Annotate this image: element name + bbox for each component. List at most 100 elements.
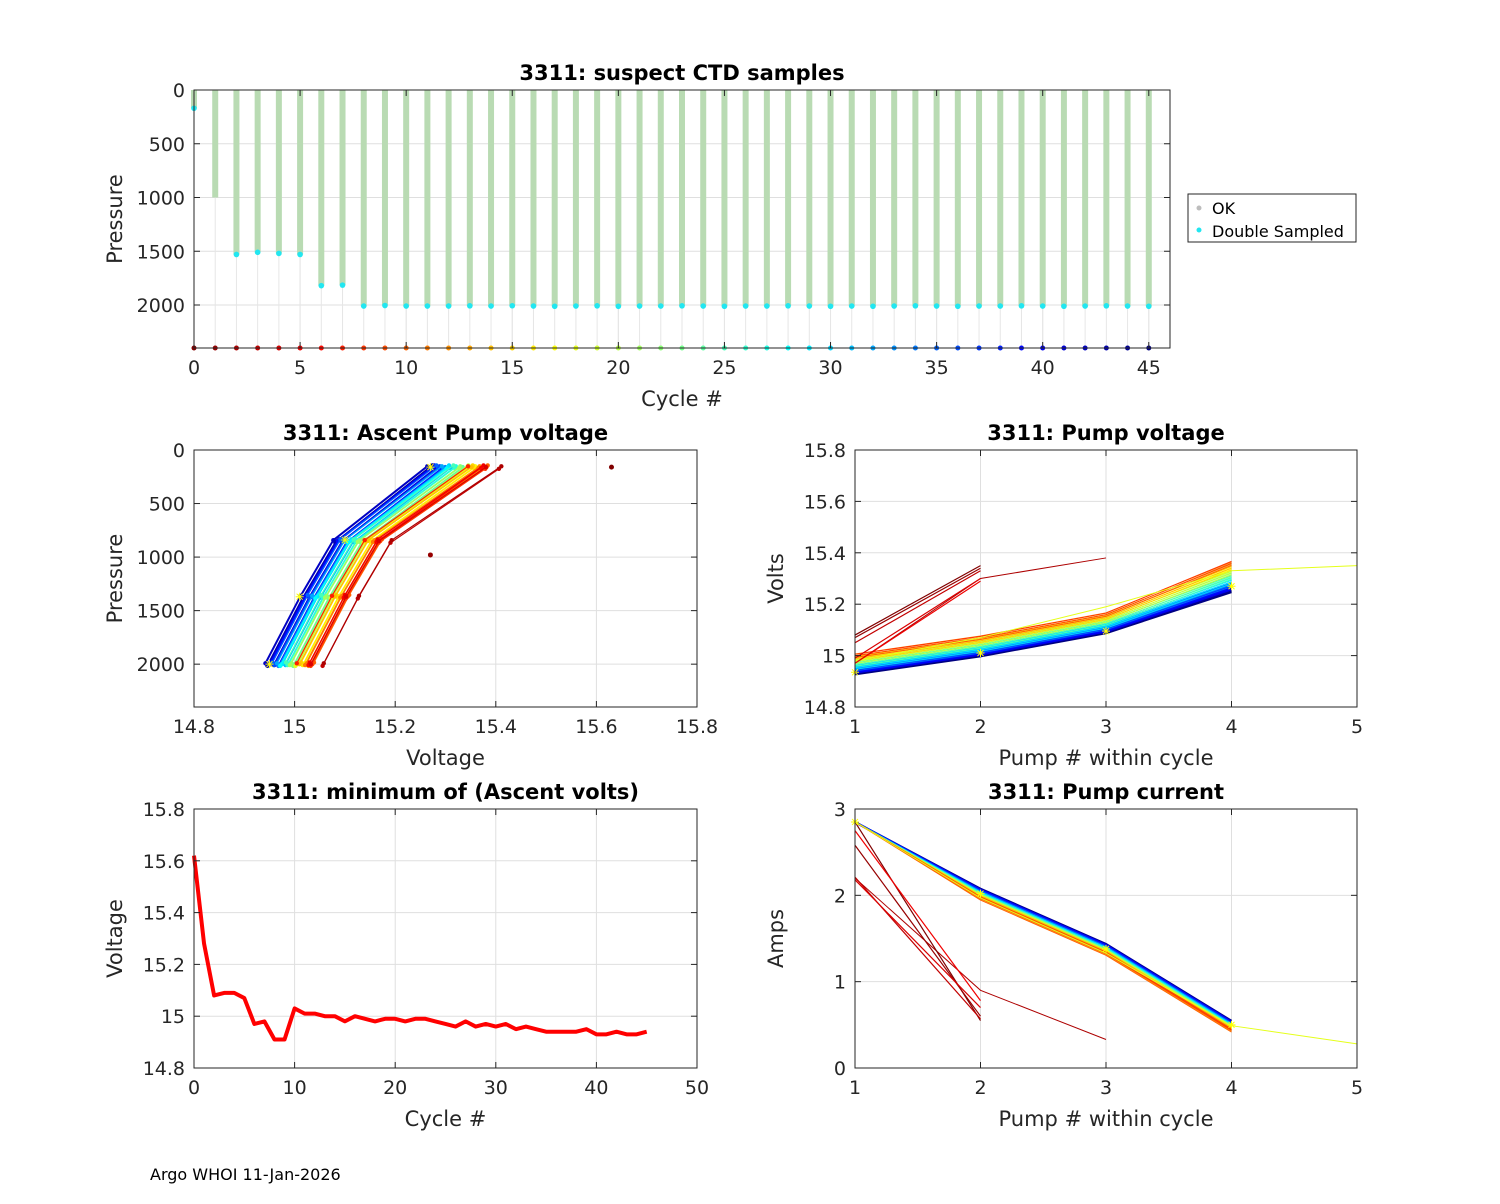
plot-marks [192, 855, 648, 1042]
double-sampled-point [445, 303, 452, 309]
x-tick-label: 5 [294, 357, 306, 379]
axes: 0 5 10 15 20 25 30 35 40 45 0 500 1000 1500 2000 Cycle … [103, 61, 1171, 411]
voltage-sample-point [294, 661, 299, 666]
early-cycle-voltage-line [854, 580, 981, 664]
x-tick-label: 20 [606, 357, 630, 379]
cycle-pump-current-line [854, 821, 1232, 1033]
y-tick-label: 15.4 [143, 903, 185, 925]
double-sampled-point [360, 303, 367, 309]
y-tick-label: 2 [834, 885, 846, 907]
voltage-sample-point [318, 592, 324, 598]
median-star-marker [1102, 944, 1110, 953]
y-tick-label: 15.2 [804, 594, 846, 616]
x-tick-label: 40 [584, 1077, 608, 1099]
y-tick-label: 0 [173, 440, 185, 462]
x-axis-label: Cycle # [641, 387, 723, 411]
cycle-voltage-profile [298, 466, 472, 665]
double-sampled-point [403, 303, 409, 309]
double-sampled-point [1082, 303, 1088, 309]
y-axis-label: Amps [764, 909, 788, 968]
double-sampled-point [382, 302, 388, 309]
median-star-marker [976, 649, 985, 658]
double-sampled-point [955, 303, 961, 310]
suspect-ctd-chart: 0 5 10 15 20 25 30 35 40 45 0 500 1000 1500 2000 Cycle … [103, 61, 1357, 411]
cycle-voltage-profile [292, 468, 462, 667]
y-tick-label: 14.8 [143, 1058, 185, 1080]
x-tick-label: 2 [974, 716, 986, 738]
double-sampled-point [785, 303, 791, 309]
axes: 1 2 3 4 5 14.8 15 15.2 15.4 15.6 15.8 Pump # within… [764, 421, 1363, 770]
voltage-sample-point [322, 595, 328, 600]
x-tick-label: 1 [849, 1077, 861, 1099]
y-tick-label: 1500 [137, 601, 185, 623]
double-sampled-point [594, 303, 600, 309]
voltage-sample-point [287, 662, 293, 668]
x-axis-label: Cycle # [405, 1107, 487, 1131]
double-sampled-point [318, 282, 325, 289]
cycle-pump-voltage-line [854, 576, 1232, 666]
x-tick-label: 15.8 [676, 716, 718, 738]
x-tick-label: 4 [1225, 1077, 1237, 1099]
x-tick-label: 3 [1100, 1077, 1112, 1099]
y-tick-label: 15.6 [804, 491, 846, 513]
minimum-ascent-volts-chart: 0 10 20 30 40 50 14.8 15 15.2 15.4 15.6 15.8 Cycle #… [103, 780, 709, 1131]
y-axis-label: Pressure [103, 534, 127, 624]
plot-marks [851, 817, 1358, 1045]
x-tick-label: 30 [818, 357, 842, 379]
special-pump-current-line [854, 877, 1107, 1040]
y-axis-label: Pressure [103, 174, 127, 264]
early-cycle-current-line [854, 830, 981, 1002]
voltage-sample-point [439, 464, 445, 469]
legend-double-marker [1196, 227, 1202, 233]
y-tick-label: 15.8 [804, 440, 846, 462]
chart-title: 3311: Pump current [988, 780, 1224, 804]
y-tick-label: 1000 [137, 547, 185, 569]
cycle-pump-voltage-line [854, 572, 1232, 663]
voltage-sample-point [270, 660, 275, 665]
y-tick-label: 1000 [137, 188, 185, 210]
voltage-sample-point [499, 464, 504, 469]
double-sampled-point [742, 303, 749, 309]
double-sampled-point [636, 303, 643, 309]
voltage-sample-point [343, 594, 349, 599]
x-tick-label: 40 [1031, 357, 1055, 379]
y-tick-label: 15.8 [143, 799, 185, 821]
median-star-marker [426, 463, 435, 472]
y-tick-label: 2000 [137, 295, 185, 317]
early-cycle-current-line [854, 844, 981, 1017]
voltage-sample-point [469, 464, 474, 470]
chart-title: 3311: Pump voltage [987, 421, 1225, 445]
double-sampled-point [806, 303, 813, 309]
cycle-pump-voltage-line [854, 569, 1232, 661]
min-voltage-series-line [192, 855, 648, 1042]
double-sampled-point [573, 303, 579, 309]
x-tick-label: 5 [1351, 1077, 1363, 1099]
legend-double-label: Double Sampled [1212, 222, 1344, 241]
voltage-sample-point [329, 593, 335, 599]
cycle-voltage-profile [285, 464, 454, 663]
cycle-voltage-profile [264, 465, 428, 664]
early-cycle-current-line [854, 879, 981, 1008]
cycle-voltage-profile [286, 467, 456, 666]
cycle-pump-voltage-line [854, 560, 1232, 655]
outlier-point [608, 464, 614, 470]
y-tick-label: 1500 [137, 241, 185, 263]
chart-title: 3311: minimum of (Ascent volts) [252, 780, 639, 804]
x-tick-label: 0 [188, 357, 200, 379]
legend-box [1187, 193, 1357, 243]
median-star-marker [265, 660, 274, 669]
double-sampled-point [530, 303, 537, 309]
x-tick-label: 35 [925, 357, 949, 379]
double-sampled-point [827, 303, 834, 310]
voltage-sample-point [434, 463, 439, 468]
axes: 14.8 15 15.2 15.4 15.6 15.8 0 500 1000 1500 2000 Vo… [103, 421, 718, 770]
y-tick-label: 15.6 [143, 851, 185, 873]
voltage-sample-point [351, 537, 356, 542]
x-tick-label: 14.8 [173, 716, 215, 738]
x-tick-label: 4 [1225, 716, 1237, 738]
cycle-voltage-profile [309, 464, 484, 663]
double-sampled-point [679, 303, 685, 309]
double-sampled-point [1061, 303, 1067, 310]
x-tick-label: 15 [283, 716, 307, 738]
